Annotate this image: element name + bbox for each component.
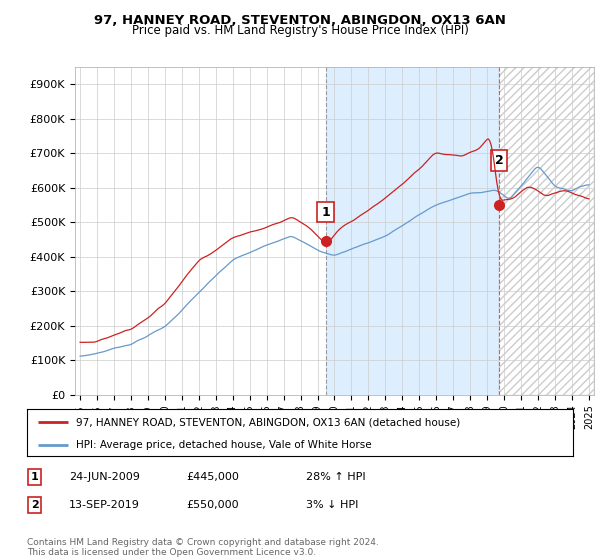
Text: 2: 2 [494,154,503,167]
Text: 13-SEP-2019: 13-SEP-2019 [69,500,140,510]
Text: 28% ↑ HPI: 28% ↑ HPI [306,472,365,482]
Text: 3% ↓ HPI: 3% ↓ HPI [306,500,358,510]
Text: 97, HANNEY ROAD, STEVENTON, ABINGDON, OX13 6AN (detached house): 97, HANNEY ROAD, STEVENTON, ABINGDON, OX… [76,417,460,427]
Text: £550,000: £550,000 [186,500,239,510]
Text: 97, HANNEY ROAD, STEVENTON, ABINGDON, OX13 6AN: 97, HANNEY ROAD, STEVENTON, ABINGDON, OX… [94,14,506,27]
Text: £445,000: £445,000 [186,472,239,482]
Text: 1: 1 [31,472,38,482]
Text: 1: 1 [321,206,330,218]
Text: Price paid vs. HM Land Registry's House Price Index (HPI): Price paid vs. HM Land Registry's House … [131,24,469,37]
Bar [499,67,594,395]
Text: 2: 2 [31,500,38,510]
Text: Contains HM Land Registry data © Crown copyright and database right 2024.
This d: Contains HM Land Registry data © Crown c… [27,538,379,557]
Text: 24-JUN-2009: 24-JUN-2009 [69,472,140,482]
Bar [326,67,499,395]
Text: HPI: Average price, detached house, Vale of White Horse: HPI: Average price, detached house, Vale… [76,440,372,450]
